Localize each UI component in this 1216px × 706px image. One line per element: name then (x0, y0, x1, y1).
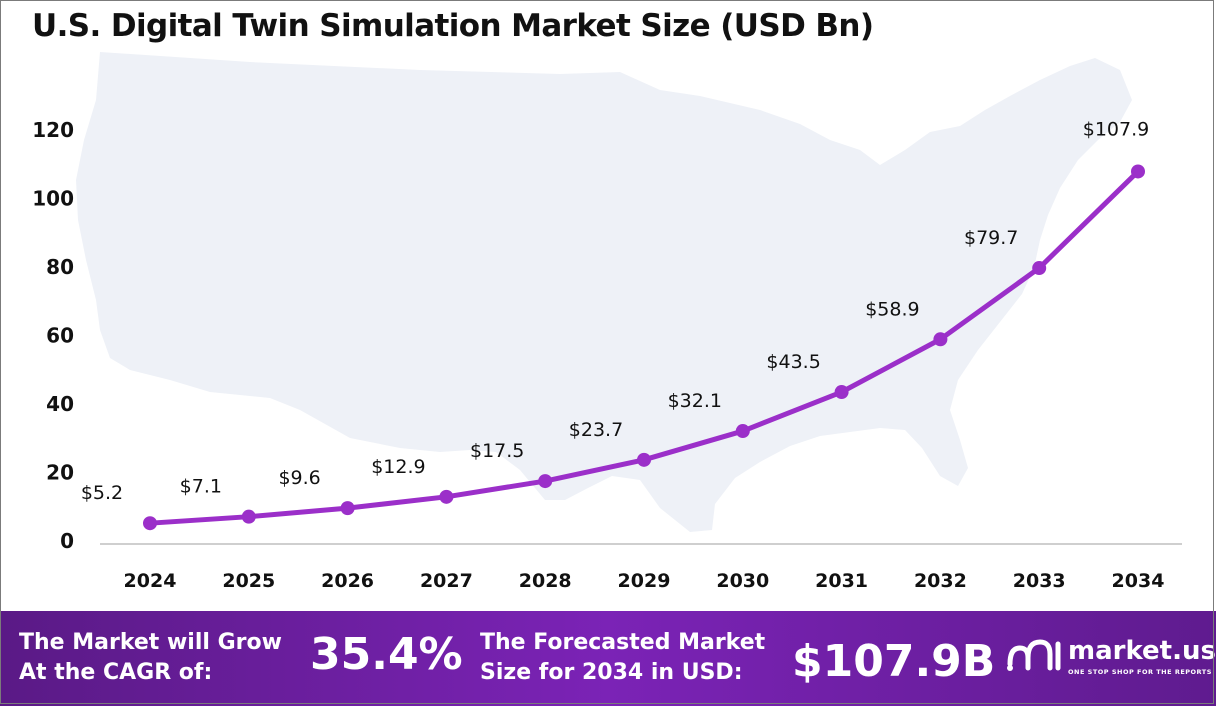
x-tick-label: 2028 (519, 570, 572, 592)
data-points (143, 164, 1145, 531)
x-tick-label: 2027 (420, 570, 473, 592)
x-axis: 2024 2025 2026 2027 2028 2029 2030 2031 2032 2033… (124, 570, 1165, 592)
data-point (143, 516, 157, 531)
cagr-label-line2: At the CAGR of: (19, 660, 213, 685)
cagr-label-line1: The Market will Grow (19, 630, 282, 655)
data-label: $5.2 (81, 482, 123, 504)
data-label: $58.9 (865, 298, 919, 320)
y-tick-label: 120 (32, 118, 74, 142)
chart-title: U.S. Digital Twin Simulation Market Size… (32, 8, 874, 44)
x-tick-label: 2029 (618, 570, 671, 592)
data-label: $9.6 (278, 467, 320, 489)
y-tick-label: 0 (60, 529, 74, 553)
data-labels: $5.2 $7.1 $9.6 $12.9 $17.5 $23.7 $32.1 $43.5 $58… (81, 118, 1149, 504)
footer-banner: The Market will Grow At the CAGR of: 35.… (0, 611, 1216, 706)
data-point (637, 452, 651, 467)
data-label: $32.1 (668, 390, 722, 412)
x-tick-label: 2025 (222, 570, 275, 592)
y-tick-label: 20 (46, 461, 74, 485)
data-label: $43.5 (766, 351, 820, 373)
data-label: $23.7 (569, 419, 623, 441)
x-tick-label: 2032 (914, 570, 967, 592)
forecast-label-line2: Size for 2034 in USD: (480, 660, 743, 685)
y-axis: 0 20 40 60 80 100 120 (32, 118, 74, 553)
data-label: $79.7 (964, 227, 1018, 249)
data-label: $107.9 (1083, 118, 1149, 140)
data-label: $12.9 (371, 456, 425, 478)
us-map-background (76, 52, 1132, 532)
data-point (933, 332, 948, 347)
x-tick-label: 2026 (321, 570, 374, 592)
x-tick-label: 2024 (124, 570, 177, 592)
line-chart: 0 20 40 60 80 100 120 2024 2025 2026 2027 2028 2029… (32, 52, 1182, 592)
data-point (538, 474, 553, 489)
data-point (1131, 164, 1145, 179)
y-tick-label: 60 (46, 324, 74, 348)
data-point (1032, 261, 1047, 276)
market-us-logo-icon (1007, 639, 1061, 671)
data-label: $7.1 (180, 476, 222, 498)
forecast-value: $107.9B (792, 636, 996, 687)
brand-name: market.us (1068, 636, 1216, 666)
x-tick-label: 2034 (1112, 570, 1165, 592)
data-label: $17.5 (470, 440, 524, 462)
data-point (439, 489, 454, 504)
forecast-label-line1: The Forecasted Market (480, 630, 766, 655)
y-tick-label: 100 (32, 187, 74, 211)
brand-tagline: ONE STOP SHOP FOR THE REPORTS (1068, 668, 1212, 676)
cagr-value: 35.4% (310, 629, 463, 680)
x-tick-label: 2033 (1013, 570, 1066, 592)
data-point (241, 509, 256, 524)
data-point (340, 501, 355, 516)
y-tick-label: 80 (46, 255, 74, 279)
data-point (735, 424, 750, 439)
y-tick-label: 40 (46, 392, 74, 416)
x-tick-label: 2031 (815, 570, 868, 592)
brand-logo[interactable]: market.us ONE STOP SHOP FOR THE REPORTS (1006, 634, 1216, 678)
data-point (834, 385, 849, 400)
x-tick-label: 2030 (716, 570, 769, 592)
